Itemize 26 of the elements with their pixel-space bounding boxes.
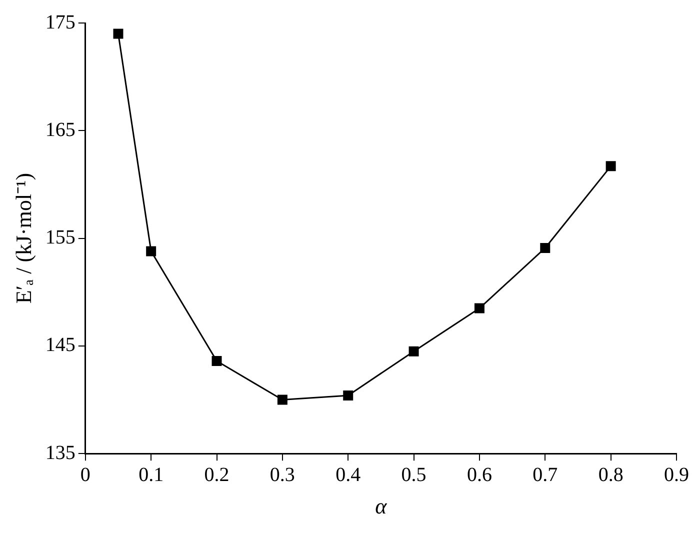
point (343, 390, 354, 400)
x-axis-title: α (375, 494, 388, 519)
x-tick-label: 0.4 (336, 464, 361, 486)
x-tick-label: 0.7 (532, 464, 558, 486)
x-tick-label: 0.5 (401, 464, 426, 486)
x-tick-label: 0.1 (138, 464, 164, 486)
point (474, 303, 484, 314)
y-tick-label: 175 (45, 11, 76, 34)
point (606, 161, 616, 172)
point (212, 356, 222, 366)
x-tick-label: 0.9 (664, 464, 689, 486)
y-axis-title: E′ₐ / (kJ·mol⁻¹) (10, 172, 36, 304)
point (113, 28, 124, 39)
x-tick-label: 0 (80, 464, 90, 486)
point (146, 246, 156, 256)
y-tick-label: 165 (45, 118, 76, 141)
point (540, 242, 550, 253)
x-tick-label: 0.3 (270, 464, 295, 486)
y-tick-label: 145 (45, 334, 76, 356)
point (408, 346, 419, 356)
x-tick-label: 0.8 (598, 464, 624, 486)
y-tick-label: 155 (45, 226, 76, 249)
y-tick-label: 135 (45, 442, 76, 464)
point (277, 394, 288, 405)
x-tick-label: 0.6 (466, 464, 492, 486)
x-tick-label: 0.2 (204, 464, 230, 486)
